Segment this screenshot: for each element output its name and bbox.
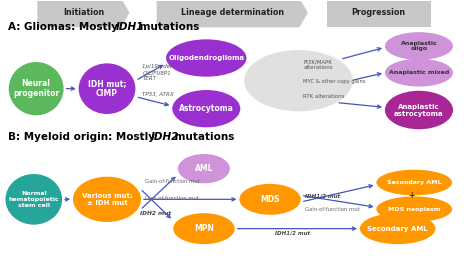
Text: IDH2: IDH2 [151, 132, 179, 142]
Polygon shape [37, 0, 129, 27]
Text: IDH mut;
CIMP: IDH mut; CIMP [88, 79, 126, 98]
Ellipse shape [385, 91, 453, 129]
Text: mutations: mutations [137, 22, 200, 32]
Text: Various mut;
± IDH mut: Various mut; ± IDH mut [82, 193, 132, 206]
Ellipse shape [172, 90, 240, 127]
Text: B: Myeloid origin: Mostly: B: Myeloid origin: Mostly [8, 132, 158, 142]
Text: MPN: MPN [194, 224, 214, 233]
Ellipse shape [244, 50, 353, 111]
Ellipse shape [73, 177, 141, 222]
Text: Secondary AML: Secondary AML [387, 180, 441, 185]
Text: Progression: Progression [352, 8, 406, 17]
Text: Anaplastic
oligo: Anaplastic oligo [401, 41, 438, 51]
Ellipse shape [385, 32, 453, 60]
Ellipse shape [239, 184, 301, 215]
Ellipse shape [5, 174, 62, 225]
Polygon shape [327, 0, 431, 27]
Text: Loss-of-function mut: Loss-of-function mut [145, 196, 199, 201]
Text: AML: AML [195, 164, 213, 173]
Text: IDH1/2 mut: IDH1/2 mut [275, 230, 310, 235]
Text: +: + [409, 191, 415, 200]
Polygon shape [156, 0, 308, 27]
Text: Astrocytoma: Astrocytoma [179, 104, 234, 113]
Text: Neural
progenitor: Neural progenitor [13, 79, 59, 98]
Text: Normal
hematopoietic
stem cell: Normal hematopoietic stem cell [9, 191, 59, 208]
Text: MYC & other copy gains: MYC & other copy gains [303, 79, 366, 84]
Text: MDS: MDS [260, 195, 280, 204]
Text: Gain-of-function mut: Gain-of-function mut [305, 207, 359, 213]
Text: Anaplastic mixed: Anaplastic mixed [389, 70, 449, 75]
Text: Initiation: Initiation [63, 8, 104, 17]
Text: IDH1: IDH1 [116, 22, 144, 32]
Text: PI3K/MAPK
alterations: PI3K/MAPK alterations [303, 59, 333, 70]
Text: Lineage determination: Lineage determination [181, 8, 284, 17]
Text: mutations: mutations [171, 132, 235, 142]
Ellipse shape [166, 39, 246, 77]
Ellipse shape [360, 213, 436, 244]
Ellipse shape [178, 154, 230, 183]
Ellipse shape [376, 196, 452, 222]
Ellipse shape [376, 170, 452, 195]
Ellipse shape [9, 62, 64, 115]
Text: Oligodendroglioma: Oligodendroglioma [168, 55, 244, 61]
Ellipse shape [385, 59, 453, 87]
Ellipse shape [385, 91, 453, 129]
Text: IDH1/2 mut: IDH1/2 mut [305, 193, 340, 198]
Text: A: Gliomas: Mostly: A: Gliomas: Mostly [8, 22, 121, 32]
Text: Secondary AML: Secondary AML [367, 226, 428, 232]
Text: 1p/19q del
CIC/FU8P1
TERT: 1p/19q del CIC/FU8P1 TERT [143, 64, 172, 81]
Text: TP53, ATRX: TP53, ATRX [143, 92, 174, 97]
Text: MDS neoplasm: MDS neoplasm [388, 207, 440, 212]
Text: Anaplastic
astrocytoma: Anaplastic astrocytoma [394, 103, 444, 117]
Text: IDH2 mut: IDH2 mut [140, 211, 171, 217]
Text: RTK alterations: RTK alterations [303, 94, 345, 99]
Ellipse shape [79, 63, 136, 114]
Text: Gain-of-function mut: Gain-of-function mut [145, 180, 200, 184]
Ellipse shape [173, 213, 235, 244]
